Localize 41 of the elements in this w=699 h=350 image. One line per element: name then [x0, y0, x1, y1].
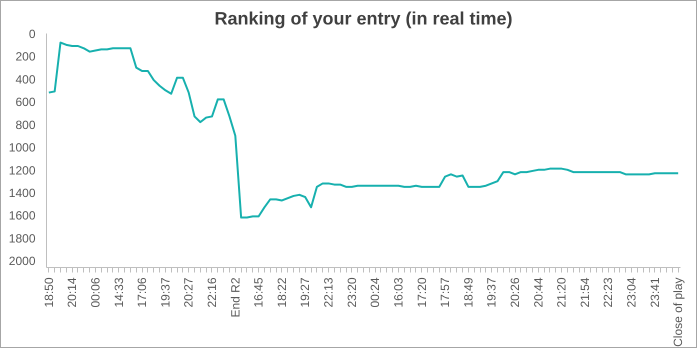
x-tick-label: 18:49	[461, 277, 476, 308]
y-tick-label: 400	[15, 72, 36, 86]
y-tick-label: 800	[15, 118, 36, 132]
y-tick-label: 1400	[8, 186, 36, 200]
x-tick-label: 23:04	[624, 277, 639, 308]
x-tick-label: 23:41	[648, 277, 662, 308]
y-tick-label: 600	[15, 95, 36, 110]
x-tick-label: 17:57	[438, 277, 452, 308]
x-tick-label: 19:37	[158, 277, 172, 308]
y-tick-label: 1200	[8, 163, 36, 178]
x-tick-label: End R2	[228, 277, 242, 318]
x-tick-label: 22:16	[204, 277, 219, 308]
y-tick-label: 1800	[8, 231, 36, 246]
x-tick-label: 20:26	[508, 277, 522, 308]
x-tick-label: 19:27	[298, 277, 312, 308]
x-tick-label: 14:33	[112, 277, 126, 308]
x-tick-label: 17:06	[135, 277, 150, 308]
x-tick-label: 22:13	[322, 277, 336, 308]
x-tick-label: 22:23	[601, 277, 616, 308]
y-tick-label: 0	[28, 27, 36, 41]
x-tick-label: 21:20	[554, 277, 569, 308]
x-tick-label: 18:22	[274, 277, 289, 308]
x-tick-label: 20:44	[531, 277, 546, 308]
x-tick-label: 19:37	[484, 277, 499, 308]
y-tick-label: 200	[15, 50, 36, 64]
x-tick-label: 00:24	[368, 277, 382, 308]
x-tick-label: 17:20	[414, 277, 429, 308]
x-tick-label: 23:20	[344, 277, 359, 308]
x-tick-label: 18:50	[42, 277, 56, 308]
x-tick-label: Close of play	[671, 277, 686, 347]
line-series	[48, 42, 680, 219]
chart-title: Ranking of your entry (in real time)	[214, 8, 513, 28]
y-tick-label: 1000	[8, 140, 36, 155]
x-tick-label: 16:03	[391, 277, 406, 308]
x-tick-label: 20:27	[182, 277, 196, 308]
x-tick-label: 00:06	[88, 277, 102, 308]
y-tick-label: 1600	[8, 208, 36, 223]
y-tick-label: 2000	[8, 254, 36, 268]
x-tick-label: 16:45	[252, 277, 266, 308]
x-tick-label: 20:14	[65, 277, 80, 308]
x-tick-label: 21:54	[578, 277, 592, 308]
